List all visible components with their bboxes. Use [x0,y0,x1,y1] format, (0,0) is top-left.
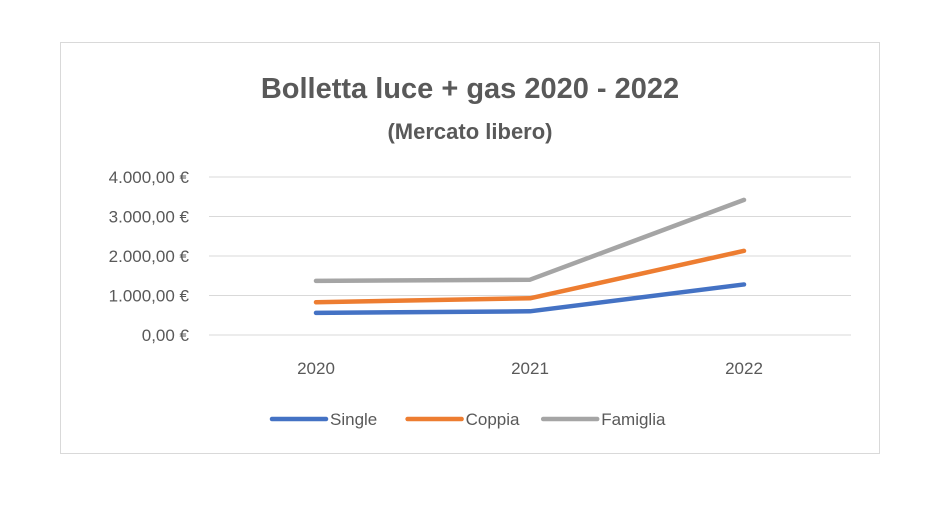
x-tick-label: 2020 [297,359,335,378]
y-tick-label: 4.000,00 € [109,168,190,187]
y-tick-label: 0,00 € [142,326,190,345]
legend-label-famiglia: Famiglia [601,410,666,429]
chart-frame: Bolletta luce + gas 2020 - 2022 (Mercato… [60,42,880,454]
legend-label-coppia: Coppia [466,410,520,429]
x-tick-label: 2022 [725,359,763,378]
y-tick-label: 3.000,00 € [109,208,190,227]
y-tick-label: 2.000,00 € [109,247,190,266]
series-line-single [313,282,747,316]
series-line-famiglia [313,197,747,284]
chart-title: Bolletta luce + gas 2020 - 2022 [260,73,680,105]
legend-label-single: Single [330,410,377,429]
series-line-coppia [313,248,747,305]
chart-plot: 0,00 € 1.000,00 € 2.000,00 € 3.000,00 € 4.00… [109,168,851,429]
chart-subtitle: (Mercato libero) [387,119,553,144]
y-tick-label: 1.000,00 € [109,287,190,306]
x-tick-label: 2021 [511,359,549,378]
